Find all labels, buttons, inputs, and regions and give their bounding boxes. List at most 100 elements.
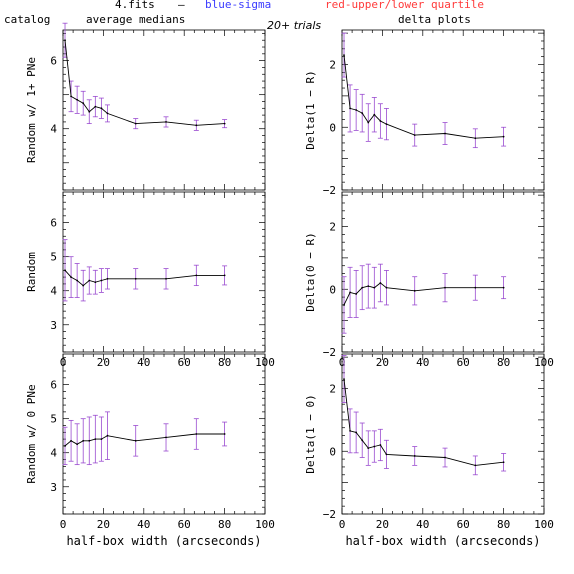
panel-6-xtick-label: 0 bbox=[339, 518, 346, 531]
panel-2-point bbox=[343, 54, 345, 56]
panel-4-point bbox=[413, 289, 416, 292]
panel-3-xtick-label: 80 bbox=[218, 356, 231, 369]
panel-4-point bbox=[502, 286, 505, 289]
panel-6-point bbox=[474, 464, 477, 467]
panel-4-frame bbox=[341, 191, 545, 353]
panel-2-frame bbox=[341, 29, 545, 191]
panel-1-frame bbox=[62, 29, 266, 191]
panel-5-point bbox=[134, 439, 137, 442]
panel-5-xtick-label: 100 bbox=[255, 518, 275, 531]
panel-3-ytick-label: 3 bbox=[50, 319, 57, 332]
panel-3-point bbox=[88, 279, 91, 282]
panel-4-point bbox=[361, 286, 364, 289]
panel-5-point bbox=[195, 433, 198, 435]
panel-1-point bbox=[94, 105, 97, 108]
panel-3-point bbox=[94, 281, 97, 284]
panel-5-ylabel: Random w/ 0 PNe bbox=[25, 384, 38, 483]
panel-6-point bbox=[373, 445, 376, 448]
panel-3-xtick-label: 40 bbox=[137, 356, 150, 369]
panel-5-point bbox=[165, 436, 167, 439]
panel-5-series-line bbox=[64, 433, 225, 447]
panel-4-xtick-label: 40 bbox=[416, 356, 429, 369]
panel-2-series-line bbox=[343, 55, 504, 139]
panel-3-point bbox=[70, 276, 72, 279]
panel-1-point bbox=[82, 102, 85, 105]
panel-4-ytick-label: −2 bbox=[323, 346, 336, 359]
panel-5-point bbox=[100, 438, 103, 441]
panel-1-point bbox=[223, 122, 226, 125]
panel-4-point bbox=[444, 286, 446, 289]
panel-5-point bbox=[94, 438, 97, 441]
panel-6-point bbox=[413, 455, 416, 457]
panel-3-point bbox=[195, 274, 198, 277]
panel-5-ytick-label: 3 bbox=[50, 481, 57, 494]
panel-5-xtick-label: 20 bbox=[97, 518, 110, 531]
panel-6-xtick-label: 60 bbox=[457, 518, 470, 531]
panel-2-ytick-label: 2 bbox=[329, 59, 336, 72]
panel-2-point bbox=[373, 113, 376, 116]
panel-3-series-line bbox=[64, 269, 225, 287]
panel-2-point bbox=[502, 135, 505, 138]
panel-2-point bbox=[444, 132, 446, 135]
panel-2-point bbox=[355, 109, 358, 111]
panel-5-xtick-label: 60 bbox=[178, 518, 191, 531]
panel-4-ytick-label: 0 bbox=[329, 283, 336, 296]
panel-6-series-line bbox=[343, 379, 504, 466]
panel-3-point bbox=[106, 277, 109, 280]
panel-3-point bbox=[64, 269, 66, 272]
panel-4-ytick-label: 2 bbox=[329, 221, 336, 234]
panel-6-point bbox=[385, 453, 388, 456]
panel-3-xtick-label: 20 bbox=[97, 356, 110, 369]
panel-4-point bbox=[349, 291, 351, 294]
panel-2-point bbox=[367, 121, 370, 124]
panel-3-ylabel: Random bbox=[25, 252, 38, 292]
panel-3-point bbox=[165, 277, 167, 280]
panel-5-xtick-label: 80 bbox=[218, 518, 231, 531]
panel-6-point bbox=[355, 431, 358, 434]
panel-5-point bbox=[76, 443, 79, 446]
panel-5-point bbox=[223, 433, 226, 435]
panel-1-point bbox=[76, 98, 79, 101]
panel-6-ytick-label: −2 bbox=[323, 508, 336, 521]
panel-5-frame bbox=[62, 353, 266, 515]
panel-2-point bbox=[474, 137, 477, 140]
xlabel-right: half-box width (arcseconds) bbox=[345, 534, 540, 548]
panel-3-ytick-label: 4 bbox=[50, 285, 57, 298]
header-delta-plots: delta plots bbox=[398, 13, 471, 26]
panel-6-point bbox=[379, 444, 382, 446]
legend-red-quartile: red-upper/lower quartile bbox=[325, 0, 484, 11]
panel-1-point bbox=[70, 95, 72, 98]
panel-4-series-line bbox=[343, 282, 504, 306]
panel-4-ylabel: Delta(0 − R) bbox=[304, 232, 317, 311]
panel-5-point bbox=[106, 434, 109, 437]
panel-2-point bbox=[361, 112, 364, 115]
header-average-medians: average medians bbox=[86, 13, 186, 26]
panel-2-ylabel: Delta(1 − R) bbox=[304, 70, 317, 149]
panel-4-point bbox=[385, 286, 388, 289]
panel-2-point bbox=[379, 120, 382, 122]
panel-6-xtick-label: 20 bbox=[376, 518, 389, 531]
legend-blue-sigma: blue-sigma bbox=[205, 0, 272, 11]
panel-4-point bbox=[343, 304, 345, 306]
panel-3-frame bbox=[62, 191, 266, 353]
panel-6-xtick-label: 100 bbox=[534, 518, 554, 531]
panel-1-point bbox=[165, 121, 167, 123]
header-file: 4.fits bbox=[115, 0, 155, 11]
panel-3-point bbox=[134, 277, 137, 280]
panel-5-ytick-label: 6 bbox=[50, 379, 57, 392]
panel-3-xtick-label: 60 bbox=[178, 356, 191, 369]
header-trials: 20+ trials bbox=[267, 19, 322, 32]
panel-6-frame bbox=[341, 353, 545, 515]
panel-4-point bbox=[355, 293, 358, 295]
panel-1-point bbox=[106, 112, 109, 115]
panel-3-point bbox=[82, 284, 85, 287]
panel-6-point bbox=[361, 439, 364, 442]
panel-6-ylabel: Delta(1 − 0) bbox=[304, 394, 317, 473]
panel-4-point bbox=[367, 285, 370, 288]
panel-2-point bbox=[385, 123, 388, 126]
panel-4-point bbox=[474, 286, 477, 289]
panel-1-point bbox=[134, 122, 137, 125]
panel-3-point bbox=[76, 279, 79, 282]
panel-1-point bbox=[64, 39, 66, 42]
